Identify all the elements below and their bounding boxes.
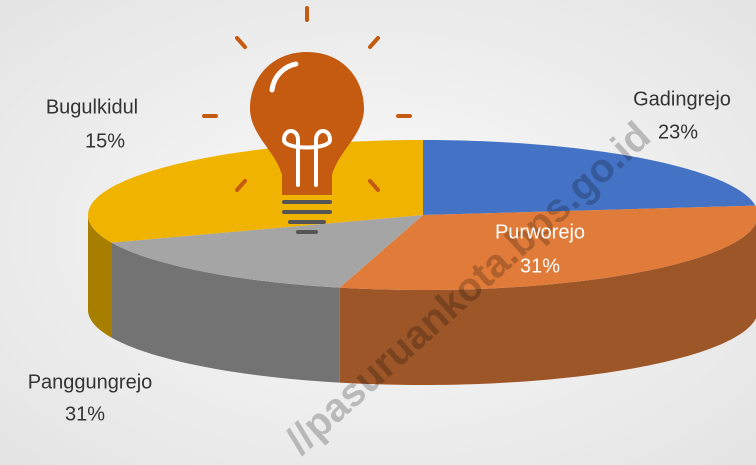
slice — [88, 140, 424, 243]
slice-side — [339, 223, 756, 385]
slice-label: Gadingrejo — [633, 88, 731, 110]
value-label: 31% — [65, 403, 105, 425]
value-label: 31% — [520, 255, 560, 277]
value-label: 15% — [85, 130, 125, 152]
slice — [339, 205, 756, 290]
slice-side — [88, 215, 112, 338]
pie — [88, 140, 756, 385]
lightbulb-icon — [202, 6, 412, 234]
slice-side — [111, 242, 340, 383]
value-label: 23% — [658, 121, 698, 143]
slice — [423, 140, 756, 215]
slice-label: Purworejo — [495, 221, 585, 243]
slice-label: Panggungrejo — [28, 371, 153, 393]
slice — [111, 215, 424, 288]
slice-label: Bugulkidul — [46, 96, 138, 118]
